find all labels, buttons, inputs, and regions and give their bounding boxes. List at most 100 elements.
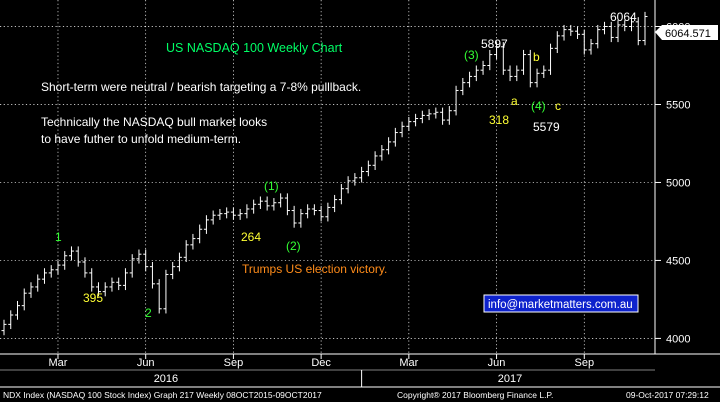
- ohlc-bar: [507, 65, 513, 82]
- ohlc-bar: [561, 24, 567, 41]
- y-tick-label: 5500: [666, 99, 690, 111]
- ohlc-bar: [541, 65, 547, 78]
- ohlc-bar: [473, 65, 479, 82]
- x-year-label: 2017: [498, 373, 522, 385]
- ohlc-bar: [372, 151, 378, 170]
- ohlc-bar: [460, 77, 466, 96]
- label-wave-1-paren: (1): [264, 179, 279, 193]
- ohlc-bar: [109, 277, 115, 292]
- ohlc-bar: [534, 68, 540, 88]
- commentary-line-1: Short-term were neutral / bearish target…: [41, 80, 361, 94]
- ohlc-bar: [345, 176, 351, 194]
- ohlc-bar: [568, 24, 574, 36]
- label-c: c: [555, 99, 561, 113]
- ohlc-bar: [176, 252, 182, 272]
- ohlc-bar: [500, 42, 506, 75]
- ohlc-bar: [224, 207, 230, 219]
- ohlc-bar: [14, 300, 20, 320]
- ohlc-bar: [413, 113, 419, 127]
- ohlc-bar: [163, 269, 169, 314]
- y-tick-label: 5000: [666, 177, 690, 189]
- x-month-label: Dec: [311, 357, 331, 369]
- chart-title: US NASDAQ 100 Weekly Chart: [166, 41, 343, 55]
- commentary-line-2: Technically the NASDAQ bull market looks: [41, 115, 267, 129]
- ohlc-bar: [116, 277, 122, 291]
- ohlc-bar: [149, 261, 155, 289]
- ohlc-bar: [386, 137, 392, 155]
- footer-right: 09-Oct-2017 07:29:12: [626, 390, 709, 400]
- ohlc-bar: [635, 17, 641, 46]
- ohlc-bar: [62, 251, 68, 270]
- ohlc-bar: [102, 282, 108, 297]
- ohlc-bar: [264, 196, 270, 211]
- ohlc-bar: [41, 268, 47, 284]
- x-year-label: 2016: [154, 373, 178, 385]
- ohlc-bar: [399, 121, 405, 138]
- ohlc-bar: [190, 233, 196, 250]
- ohlc-bar: [338, 184, 344, 205]
- ohlc-bar: [68, 246, 74, 261]
- ohlc-bar: [217, 208, 223, 220]
- label-wave-4-paren: (4): [531, 99, 546, 113]
- ohlc-bar: [514, 65, 520, 82]
- ohlc-bar: [75, 246, 81, 267]
- x-month-label: Sep: [574, 357, 594, 369]
- ohlc-bar: [359, 166, 365, 183]
- ohlc-bar: [325, 202, 331, 222]
- ohlc-bar: [244, 204, 250, 219]
- label-5579: 5579: [533, 120, 560, 134]
- label-5897: 5897: [481, 37, 508, 51]
- ohlc-bar: [602, 21, 608, 35]
- ohlc-bar: [521, 49, 527, 75]
- ohlc-bar: [170, 261, 176, 280]
- ohlc-bar: [183, 240, 189, 262]
- label-264: 264: [241, 230, 261, 244]
- x-month-label: Jun: [137, 357, 155, 369]
- ohlc-bar: [608, 21, 614, 43]
- ohlc-bar: [8, 310, 14, 330]
- ohlc-bar: [203, 215, 209, 234]
- label-6064: 6064: [610, 10, 637, 24]
- last-price-marker: 6064.571: [655, 25, 718, 40]
- x-month-label: Jun: [488, 357, 506, 369]
- ohlc-bar: [581, 29, 587, 55]
- label-wave-3-paren: (3): [464, 48, 479, 62]
- ohlc-bar: [136, 249, 142, 264]
- ohlc-bar: [446, 106, 452, 125]
- footer-center: Copyright® 2017 Bloomberg Finance L.P.: [397, 390, 553, 400]
- last-price-label: 6064.571: [665, 28, 711, 40]
- ohlc-bar: [622, 20, 628, 32]
- label-b: b: [533, 50, 540, 64]
- ohlc-bar: [588, 38, 594, 55]
- ohlc-bar: [129, 254, 135, 278]
- ohlc-bar: [28, 282, 34, 298]
- x-axis-labels: Mar Jun Sep Dec Mar Jun Sep 2016 2017: [49, 354, 594, 387]
- website-badge: info@marketmatters.com.au: [483, 294, 639, 313]
- label-wave-2-paren: (2): [286, 239, 301, 253]
- y-tick-label: 4000: [666, 333, 690, 345]
- ohlc-bar: [311, 204, 317, 216]
- ohlc-bar: [35, 274, 41, 292]
- ohlc-bar: [419, 110, 425, 124]
- label-wave-1-top: 1: [55, 230, 62, 244]
- ohlc-bar: [453, 85, 459, 116]
- ohlc-bar: [480, 60, 486, 75]
- ohlc-bar: [575, 26, 581, 39]
- ohlc-bar: [237, 208, 243, 220]
- label-election: Trumps US election victory.: [242, 262, 387, 276]
- ohlc-bar: [95, 282, 101, 297]
- commentary-line-3: to have futher to unfold medium-term.: [41, 132, 241, 146]
- ohlc-bar: [55, 260, 61, 275]
- ohlc-bar: [291, 205, 297, 228]
- ohlc-bar: [21, 288, 27, 311]
- label-a: a: [511, 94, 518, 108]
- label-wave-2-bottom: 2: [145, 306, 152, 320]
- label-395: 395: [83, 291, 103, 305]
- ohlc-bar: [298, 208, 304, 228]
- ohlc-bar: [379, 145, 385, 161]
- ohlc-bar: [156, 279, 162, 314]
- ohlc-bar: [271, 198, 277, 211]
- ohlc-bar: [595, 24, 601, 49]
- ohlc-bar: [548, 43, 554, 75]
